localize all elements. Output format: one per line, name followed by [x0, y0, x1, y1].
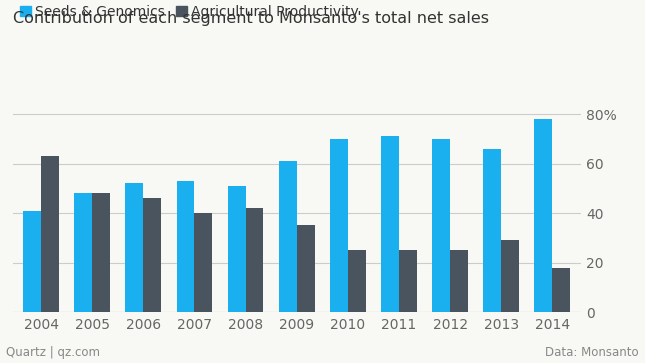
Bar: [381, 136, 399, 312]
Text: Data: Monsanto: Data: Monsanto: [545, 346, 639, 359]
Text: Quartz | qz.com: Quartz | qz.com: [6, 346, 101, 359]
Bar: [552, 268, 570, 312]
Bar: [330, 139, 348, 312]
Bar: [125, 183, 143, 312]
Bar: [432, 139, 450, 312]
Bar: [92, 193, 110, 312]
Bar: [535, 119, 552, 312]
Bar: [450, 250, 468, 312]
Bar: [399, 250, 417, 312]
Bar: [177, 181, 194, 312]
Bar: [483, 149, 501, 312]
Bar: [348, 250, 366, 312]
Bar: [297, 225, 315, 312]
Text: Contribution of each segment to Monsanto's total net sales: Contribution of each segment to Monsanto…: [13, 11, 489, 26]
Bar: [23, 211, 41, 312]
Bar: [41, 156, 59, 312]
Bar: [228, 186, 246, 312]
Bar: [74, 193, 92, 312]
Bar: [194, 213, 212, 312]
Bar: [501, 240, 519, 312]
Bar: [143, 198, 161, 312]
Bar: [279, 161, 297, 312]
Legend: Seeds & Genomics, Agricultural Productivity: Seeds & Genomics, Agricultural Productiv…: [14, 0, 364, 24]
Bar: [246, 208, 263, 312]
